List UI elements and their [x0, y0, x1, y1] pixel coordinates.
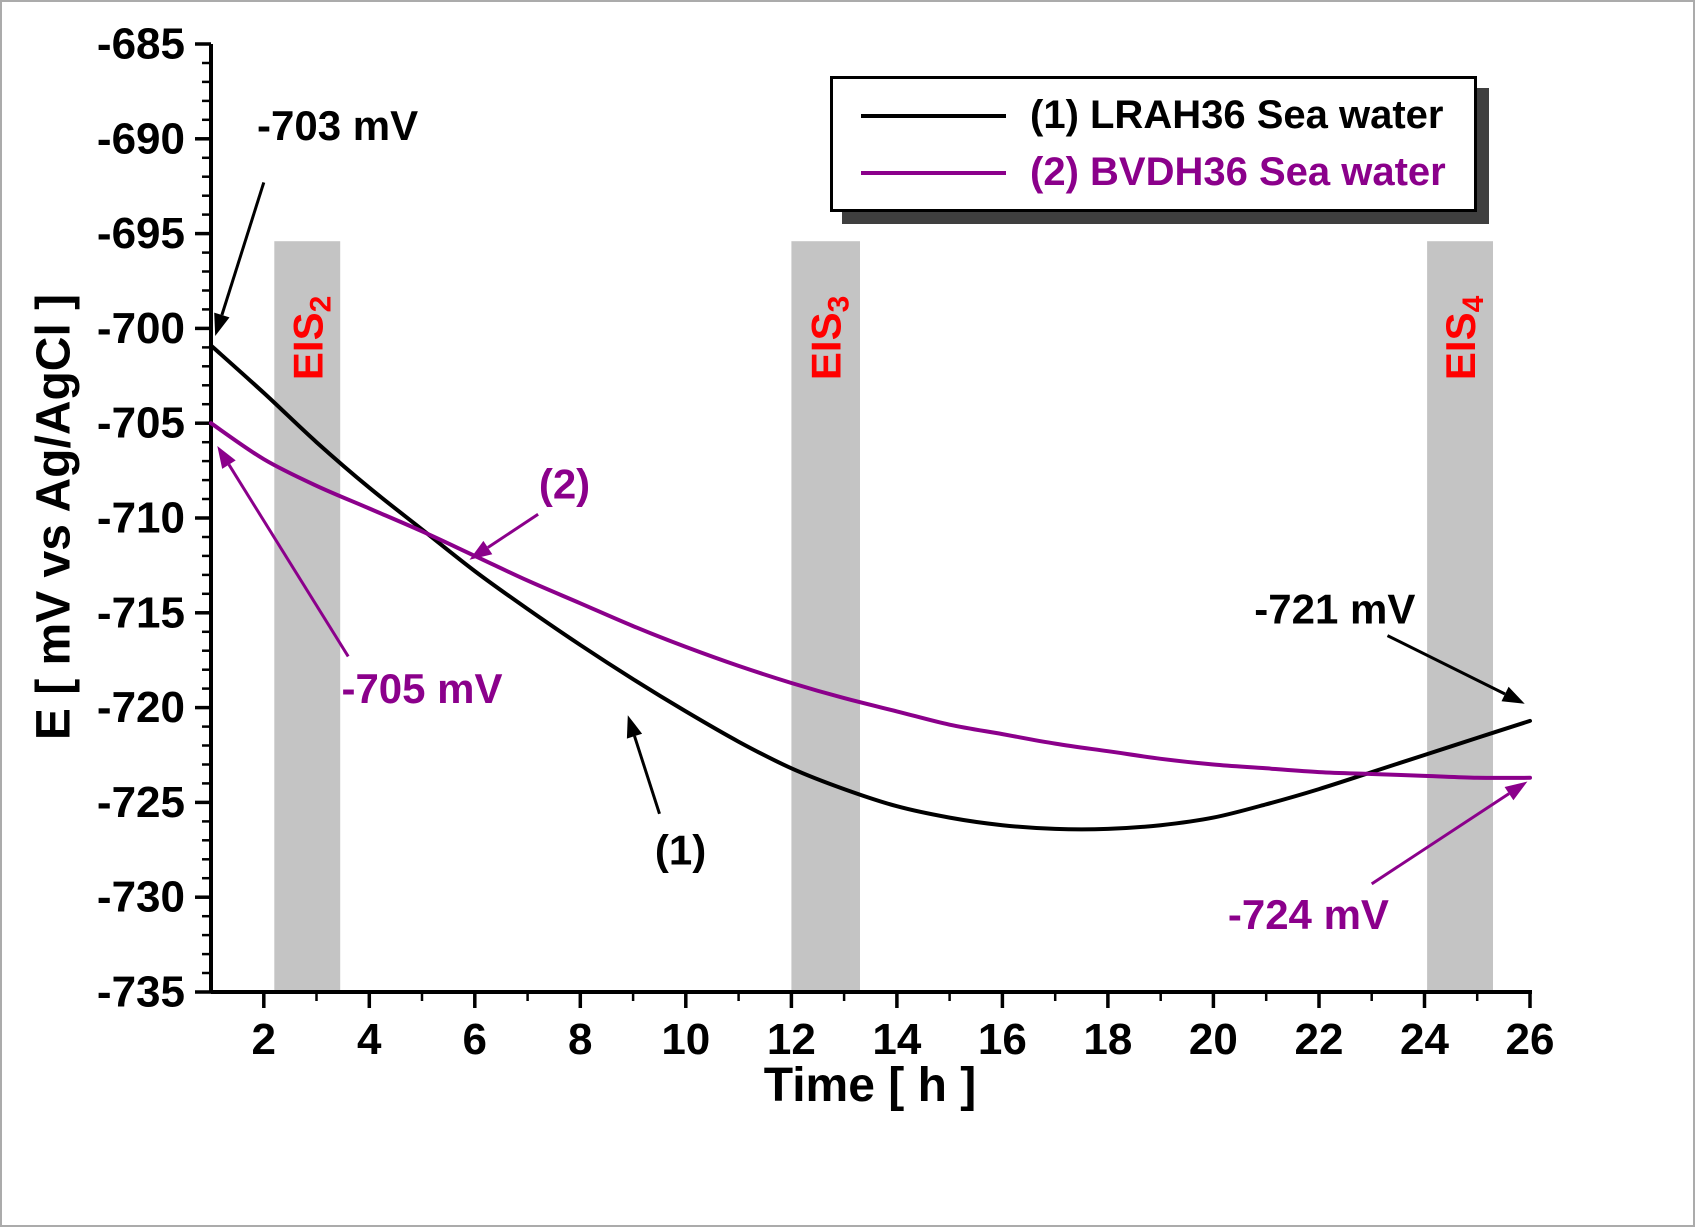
y-tick-label: -685 [97, 20, 185, 69]
eis-label: EIS3 [802, 296, 855, 380]
x-tick-label: 6 [463, 1015, 487, 1064]
ticks: 2 4 6 8 10 12 14 16 18 20 22 24 26-685-690-695-700-7… [97, 20, 1555, 1065]
eis-label: EIS2 [284, 296, 337, 380]
legend-label: (2) BVDH36 Sea water [1030, 150, 1446, 194]
eis-label: EIS4 [1437, 295, 1490, 380]
x-tick-label: 14 [872, 1015, 921, 1064]
y-tick-label: -695 [97, 209, 185, 258]
legend-item: (2) BVDH36 Sea water [861, 150, 1446, 195]
x-tick-label: 16 [978, 1015, 1027, 1064]
annotation--703-mV: -703 mV [214, 102, 418, 336]
annotation-arrow-line [227, 463, 350, 658]
eis-band-rect [791, 241, 860, 992]
eis-band-4: EIS4 [1427, 241, 1493, 992]
legend-item: (1) LRAH36 Sea water [861, 93, 1446, 138]
annotation--721-mV: -721 mV [1254, 586, 1525, 704]
y-tick-label: -735 [97, 968, 185, 1017]
annotation-arrow-head [1504, 781, 1528, 801]
x-tick-label: 2 [252, 1015, 276, 1064]
annotation-text: (2) [539, 460, 590, 507]
y-axis-title: E [ mV vs Ag/AgCl ] [27, 293, 81, 741]
legend-line-sample [861, 113, 1006, 118]
annotation-arrow-line [220, 181, 266, 316]
annotation-arrow-head [1501, 686, 1525, 704]
x-tick-label: 20 [1189, 1015, 1238, 1064]
eis-band-rect [1427, 241, 1493, 992]
x-tick-label: 10 [661, 1015, 710, 1064]
annotation--724-mV: -724 mV [1228, 781, 1528, 938]
x-tick-label: 22 [1295, 1015, 1344, 1064]
annotation--1-: (1) [626, 715, 706, 873]
annotation-arrow-head [469, 540, 493, 560]
y-tick-label: -725 [97, 778, 185, 827]
annotation-arrow-line [633, 735, 661, 815]
legend-label: (1) LRAH36 Sea water [1030, 93, 1444, 137]
annotation--705-mV: -705 mV [217, 446, 503, 712]
annotation-arrow-line [487, 512, 539, 549]
annotation-text: -724 mV [1228, 891, 1389, 938]
legend: (1) LRAH36 Sea water (2) BVDH36 Sea wate… [830, 76, 1477, 212]
annotation-text: -705 mV [341, 665, 502, 712]
x-tick-label: 18 [1083, 1015, 1132, 1064]
x-tick-label: 8 [568, 1015, 592, 1064]
annotation--2-: (2) [469, 460, 590, 560]
y-tick-label: -730 [97, 873, 185, 922]
annotation-arrow-head [214, 312, 230, 336]
annotation-arrow-head [626, 715, 643, 739]
annotation-text: -721 mV [1254, 586, 1415, 633]
legend-line-sample [861, 170, 1006, 175]
eis-band-2: EIS2 [274, 241, 341, 992]
annotation-text: (1) [655, 826, 706, 873]
annotation-arrow-line [1386, 634, 1506, 696]
annotation-text: -703 mV [257, 102, 418, 149]
annotation-arrow-line [1370, 792, 1510, 886]
series-line-1 [209, 343, 1532, 832]
y-tick-label: -700 [97, 304, 185, 353]
x-tick-label: 26 [1506, 1015, 1555, 1064]
y-tick-label: -705 [97, 399, 185, 448]
x-tick-label: 12 [767, 1015, 816, 1064]
x-axis-title: Time [ h ] [763, 1059, 977, 1112]
y-tick-label: -715 [97, 588, 185, 637]
y-tick-label: -720 [97, 683, 185, 732]
x-tick-label: 24 [1400, 1015, 1449, 1064]
series-line-2 [209, 421, 1532, 780]
y-tick-label: -710 [97, 494, 185, 543]
eis-band-3: EIS3 [791, 241, 860, 992]
x-tick-label: 4 [357, 1015, 382, 1064]
y-tick-label: -690 [97, 114, 185, 163]
eis-band-rect [274, 241, 341, 992]
annotation-arrow-head [217, 446, 236, 469]
